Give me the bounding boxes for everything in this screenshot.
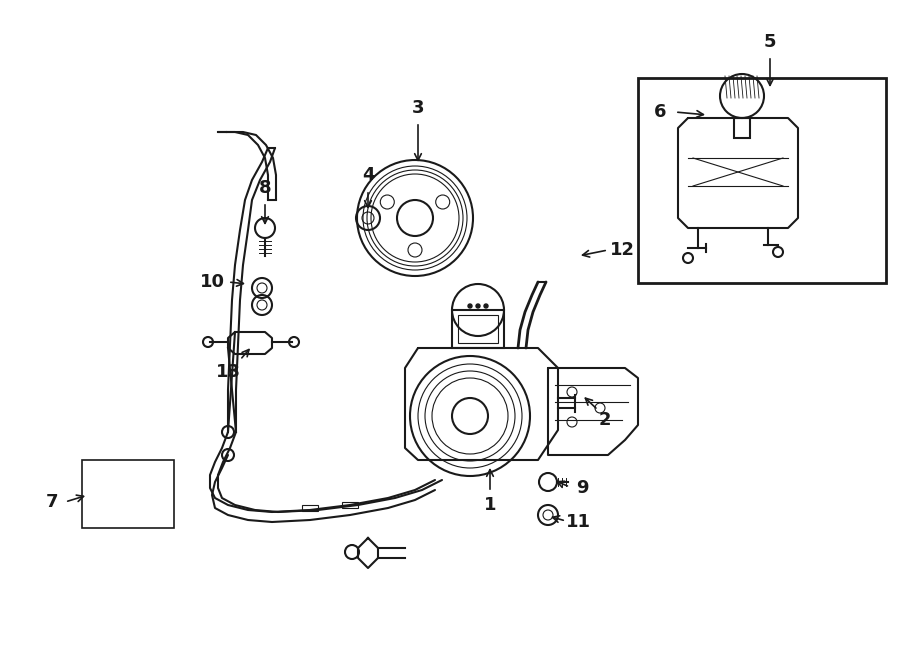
Bar — [734, 118, 750, 138]
Circle shape — [476, 304, 480, 308]
Bar — [458, 315, 498, 343]
Text: 6: 6 — [653, 103, 666, 121]
Text: 9: 9 — [576, 479, 589, 497]
Text: 2: 2 — [598, 411, 611, 429]
Text: 11: 11 — [565, 513, 590, 531]
Text: 8: 8 — [258, 179, 271, 197]
Text: 12: 12 — [609, 241, 634, 259]
Bar — [452, 310, 504, 348]
Circle shape — [484, 304, 488, 308]
Text: 3: 3 — [412, 99, 424, 117]
Text: 5: 5 — [764, 33, 776, 51]
Circle shape — [468, 304, 472, 308]
Bar — [638, 78, 886, 283]
Bar — [82, 460, 174, 528]
Text: 4: 4 — [362, 166, 374, 184]
Text: 1: 1 — [484, 496, 496, 514]
Text: 7: 7 — [46, 493, 58, 511]
Text: 13: 13 — [215, 363, 240, 381]
Text: 10: 10 — [200, 273, 224, 291]
